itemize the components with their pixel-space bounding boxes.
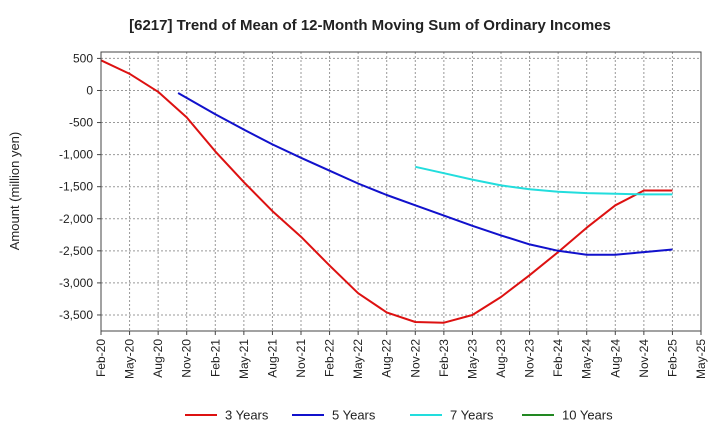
legend: 3 Years 5 Years 7 Years 10 Years bbox=[185, 408, 613, 423]
series-line-7-years bbox=[415, 165, 673, 196]
x-tick-label: Nov-24 bbox=[637, 339, 651, 378]
y-tick-label: 500 bbox=[73, 51, 93, 65]
x-tick-label: May-24 bbox=[580, 339, 594, 379]
x-tick-label: May-20 bbox=[123, 339, 137, 379]
x-tick-label: May-23 bbox=[465, 339, 479, 379]
x-tick-label: Feb-23 bbox=[437, 339, 451, 377]
legend-label-7-years: 7 Years bbox=[450, 408, 494, 423]
x-tick-label: Nov-20 bbox=[180, 339, 194, 378]
x-tick-label: Aug-22 bbox=[380, 339, 394, 378]
y-tick-label: -2,500 bbox=[59, 244, 93, 258]
x-tick-label: May-22 bbox=[351, 339, 365, 379]
plot-area bbox=[101, 52, 701, 331]
y-axis-label: Amount (million yen) bbox=[7, 132, 22, 251]
x-tick-label: Nov-22 bbox=[408, 339, 422, 378]
y-tick-label: -1,500 bbox=[59, 180, 93, 194]
x-tick-label: Feb-20 bbox=[94, 339, 108, 377]
y-tick-label: -3,000 bbox=[59, 276, 93, 290]
y-tick-label: -3,500 bbox=[59, 308, 93, 322]
y-tick-label: -2,000 bbox=[59, 212, 93, 226]
series-line-5-years bbox=[177, 92, 673, 256]
x-tick-label: Aug-23 bbox=[494, 339, 508, 378]
x-tick-label: Nov-21 bbox=[294, 339, 308, 378]
y-tick-label: -500 bbox=[69, 116, 93, 130]
x-tick-label: Feb-22 bbox=[323, 339, 337, 377]
x-tick-label: Feb-24 bbox=[551, 339, 565, 377]
legend-label-10-years: 10 Years bbox=[562, 408, 613, 423]
chart-title: [6217] Trend of Mean of 12-Month Moving … bbox=[129, 17, 611, 34]
x-tick-label: May-25 bbox=[694, 339, 708, 379]
y-tick-label: 0 bbox=[86, 83, 93, 97]
series-line-3-years bbox=[100, 59, 673, 324]
x-tick-label: Feb-25 bbox=[665, 339, 679, 377]
series-layer bbox=[100, 59, 673, 324]
plot-background bbox=[101, 52, 701, 331]
x-tick-label: May-21 bbox=[237, 339, 251, 379]
grid-lines bbox=[100, 52, 702, 331]
plot-frame bbox=[100, 51, 702, 332]
x-tick-label: Aug-24 bbox=[608, 339, 622, 378]
x-tick-label: Aug-20 bbox=[151, 339, 165, 378]
legend-label-5-years: 5 Years bbox=[332, 408, 376, 423]
x-tick-label: Nov-23 bbox=[523, 339, 537, 378]
axes: 500 0 -500 -1,000 -1,500 -2,000 -2,500 -3,000 -3… bbox=[59, 51, 708, 379]
x-tick-label: Feb-21 bbox=[208, 339, 222, 377]
legend-label-3-years: 3 Years bbox=[225, 408, 269, 423]
y-tick-label: -1,000 bbox=[59, 148, 93, 162]
x-tick-label: Aug-21 bbox=[265, 339, 279, 378]
